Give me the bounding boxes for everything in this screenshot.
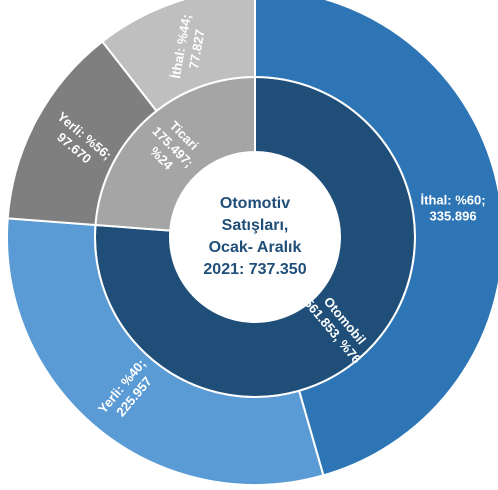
center-title: 2021: 737.350: [203, 261, 306, 278]
segment-label: İthal: %60;335.896: [421, 193, 486, 224]
segment-label-line: İthal: %60;: [421, 193, 486, 208]
center-title: Otomotiv: [220, 195, 290, 212]
sunburst-segment: [254, 0, 498, 477]
center-title: Ocak- Aralık: [209, 239, 302, 256]
segment-label-line: 77.827: [186, 28, 208, 70]
center-title: Satışları,: [222, 217, 289, 234]
segment-label-line: 335.896: [430, 209, 477, 224]
sunburst-segment: [6, 217, 325, 486]
center-hole: [170, 152, 340, 322]
sunburst-segment: [100, 0, 256, 113]
